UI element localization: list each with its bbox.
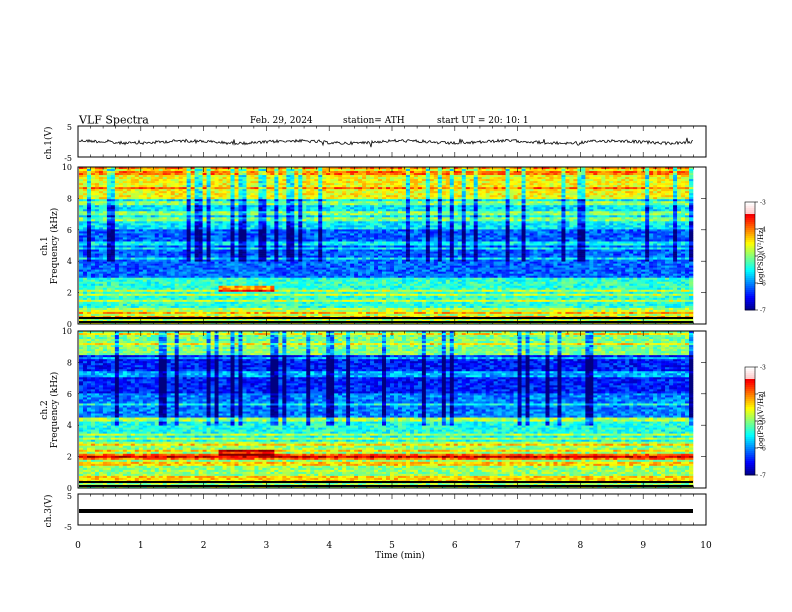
frequency-tick-label: 6 [67,390,72,399]
band-line [79,317,693,319]
ch2-channel-label: ch.2 [40,400,50,419]
ch3-waveform-panel: ch.3(V) 5 -5 0 1 2 3 4 5 6 7 8 9 10 Time (min) [43,492,712,561]
ch1-colorbar-label: log(PSD)(V²/Hz) [757,227,765,284]
time-tick-label: 6 [452,541,458,551]
ch2-frequency-ylabel: Frequency (kHz) [49,372,60,449]
band-line [79,485,693,487]
colorbar-tick-label: -3 [760,365,766,372]
time-tick-label: 2 [201,541,207,551]
band-line [79,481,693,483]
colorbar-tick-label: -7 [760,473,766,480]
frequency-tick-label: 8 [67,194,72,203]
time-tick-label: 1 [138,541,144,551]
time-tick-label: 4 [326,541,332,551]
frequency-tick-label: 4 [67,421,72,430]
time-axis-tick-labels: 0 1 2 3 4 5 6 7 8 9 10 [75,541,712,551]
ch3-ylabel: ch.3(V) [43,495,54,528]
ch1-ytick-top: 5 [67,123,72,132]
frequency-tick-label: 2 [67,453,72,462]
colorbar-tick-label: -3 [760,200,766,207]
ch3-ytick-top: 5 [67,492,72,501]
ch2-colorbar-label: log(PSD)(V²/Hz) [757,391,765,448]
ch1-channel-label: ch.1 [40,236,50,255]
ch2-spectrogram-image [79,331,693,488]
station-label: station= ATH [343,116,405,126]
ch1-waveform-panel: ch.1(V) 5 -5 [43,123,706,163]
frequency-tick-label: 10 [62,327,72,336]
ch1-ylabel: ch.1(V) [43,127,54,160]
frequency-tick-label: 6 [67,226,72,235]
frequency-tick-label: 10 [62,163,72,172]
ch1-trace-line [79,138,693,147]
time-tick-label: 3 [264,541,270,551]
ch1-frequency-ylabel: Frequency (kHz) [49,208,60,285]
time-tick-label: 10 [700,541,712,551]
time-tick-label: 7 [515,541,521,551]
time-axis-label: Time (min) [375,550,425,561]
frequency-tick-label: 4 [67,257,72,266]
colorbar-tick-label: -7 [760,308,766,315]
band-line [79,321,693,323]
frequency-tick-label: 8 [67,358,72,367]
figure-title: VLF Spectra [78,114,149,127]
time-tick-label: 0 [75,541,81,551]
time-tick-label: 8 [578,541,584,551]
ch3-trace-line [79,509,693,513]
ch1-spectrogram-image [79,167,693,324]
time-tick-label: 5 [389,541,395,551]
frequency-tick-label: 2 [67,289,72,298]
start-time-label: start UT = 20: 10: 1 [437,116,529,126]
date-label: Feb. 29, 2024 [250,116,313,126]
ch1-ytick-bottom: -5 [64,154,72,163]
ch3-ytick-bottom: -5 [64,523,72,532]
time-tick-label: 9 [640,541,646,551]
